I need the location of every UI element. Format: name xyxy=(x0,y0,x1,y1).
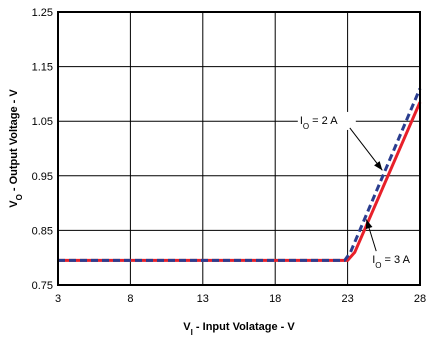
y-tick-label: 1.25 xyxy=(32,7,53,19)
series-line-1 xyxy=(58,101,422,262)
x-tick-label: 13 xyxy=(197,293,209,305)
x-tick-label: 28 xyxy=(414,293,426,305)
x-axis-label-main: V xyxy=(183,321,191,333)
x-tick-label: 3 xyxy=(55,293,61,305)
annotation-label-sub: O xyxy=(375,261,381,270)
x-axis-label-rest: - Input Volatage - V xyxy=(193,321,296,333)
y-tick-label: 0.85 xyxy=(32,225,53,237)
x-axis-label: VI - Input Volatage - V xyxy=(183,321,295,337)
annotation-arrow-head-1 xyxy=(365,219,373,230)
y-tick-label: 0.75 xyxy=(32,280,53,292)
x-axis-label-sub: I xyxy=(191,328,193,337)
y-axis-label-main: V xyxy=(8,200,20,208)
annotation-label-main: I xyxy=(300,115,303,127)
y-tick-label: 0.95 xyxy=(32,171,53,183)
series-line-0 xyxy=(58,87,422,262)
x-tick-labels: 3 8 13 18 23 28 xyxy=(55,293,426,305)
annotation-label-0: IO = 2 A xyxy=(300,115,338,130)
y-tick-labels: 0.75 0.85 0.95 1.05 1.15 1.25 xyxy=(32,7,53,292)
annotation-label-1: IO = 3 A xyxy=(372,254,410,270)
x-tick-label: 23 xyxy=(341,293,353,305)
y-tick-label: 1.05 xyxy=(32,116,53,128)
x-tick-label: 18 xyxy=(269,293,281,305)
annotation-bg-0 xyxy=(297,111,356,130)
series-group xyxy=(58,87,422,262)
annotation-label-main: I xyxy=(372,254,375,266)
annotation-bg-1 xyxy=(370,251,428,270)
annotation-arrow-head-0 xyxy=(374,161,383,171)
annotation-label-rest: = 3 A xyxy=(382,254,411,266)
y-axis-label-sub: O xyxy=(15,194,24,200)
y-axis-label: VO - Output Voltage - V xyxy=(8,89,24,208)
y-axis-label-rest: - Output Voltage - V xyxy=(8,89,20,195)
plot-frame xyxy=(57,11,421,286)
annotations: IO = 2 AIO = 3 A xyxy=(297,111,428,270)
y-tick-label: 1.15 xyxy=(32,62,53,74)
annotation-label-rest: = 2 A xyxy=(309,115,338,127)
annotation-label-sub: O xyxy=(303,121,309,130)
x-tick-label: 8 xyxy=(127,293,133,305)
